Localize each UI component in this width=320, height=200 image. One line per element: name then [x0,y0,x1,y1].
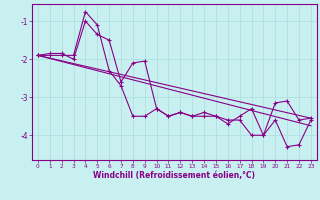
X-axis label: Windchill (Refroidissement éolien,°C): Windchill (Refroidissement éolien,°C) [93,171,255,180]
